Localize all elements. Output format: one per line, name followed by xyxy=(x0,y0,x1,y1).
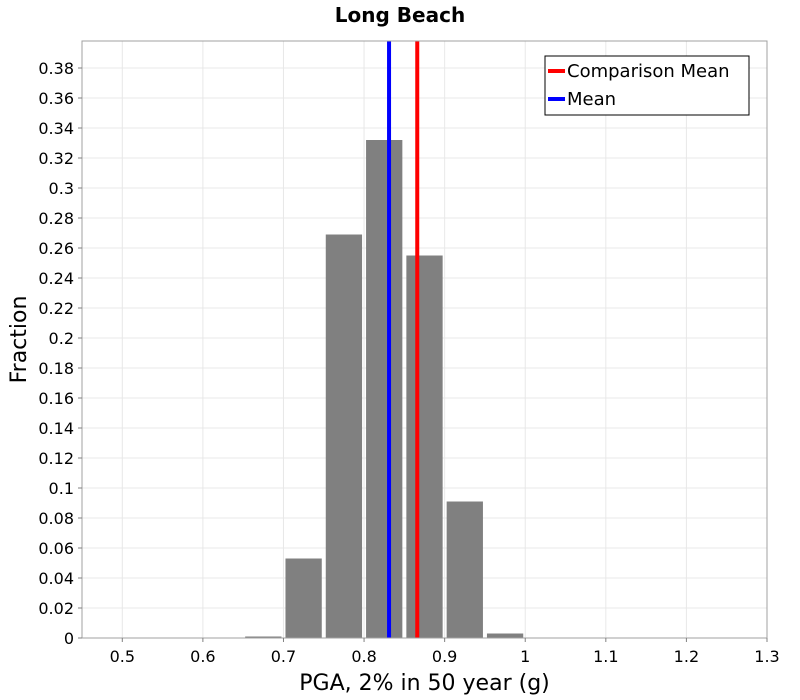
legend: Comparison Mean Mean xyxy=(544,55,750,116)
y-tick-label: 0.28 xyxy=(38,209,74,228)
plot-border xyxy=(81,40,768,639)
legend-entry-label: Comparison Mean xyxy=(567,61,730,82)
x-tick-label: 1.2 xyxy=(674,647,699,666)
x-tick-label: 0.8 xyxy=(351,647,376,666)
y-tick-label: 0.12 xyxy=(38,449,74,468)
y-tick-label: 0.2 xyxy=(49,329,74,348)
y-tick-label: 0.16 xyxy=(38,389,74,408)
x-axis-label: PGA, 2% in 50 year (g) xyxy=(299,671,550,696)
y-tick-label: 0 xyxy=(64,629,74,648)
y-tick-label: 0.22 xyxy=(38,299,74,318)
y-tick-label: 0.04 xyxy=(38,569,74,588)
histogram-bar xyxy=(486,633,524,638)
x-tick-label: 1 xyxy=(520,647,530,666)
y-tick-label: 0.34 xyxy=(38,119,74,138)
y-tick-label: 0.26 xyxy=(38,239,74,258)
y-axis-label: Fraction xyxy=(7,296,32,384)
y-tick-label: 0.08 xyxy=(38,509,74,528)
y-tick-label: 0.06 xyxy=(38,539,74,558)
x-tick-label: 1.3 xyxy=(754,647,779,666)
mean-lines xyxy=(387,41,420,638)
legend-box xyxy=(544,55,750,116)
x-tick-label: 0.7 xyxy=(271,647,296,666)
y-tick-label: 0.36 xyxy=(38,89,74,108)
histogram-bar xyxy=(245,636,282,638)
y-tick-label: 0.24 xyxy=(38,269,74,288)
histogram-bars xyxy=(245,140,524,638)
x-axis-ticks: 0.5 0.6 0.7 0.8 0.9 1 1.1 1.2 1.3 xyxy=(110,638,780,666)
y-tick-label: 0.38 xyxy=(38,59,74,78)
y-tick-label: 0.3 xyxy=(49,179,74,198)
histogram-bar xyxy=(285,558,322,638)
y-tick-label: 0.02 xyxy=(38,599,74,618)
x-tick-label: 0.5 xyxy=(110,647,135,666)
y-tick-label: 0.1 xyxy=(49,479,74,498)
y-tick-label: 0.32 xyxy=(38,149,74,168)
y-axis-ticks: 0 0.02 0.04 0.06 0.08 0.1 0.12 0.14 0.16 0.18 0.2 0… xyxy=(38,59,82,648)
x-tick-label: 0.9 xyxy=(432,647,457,666)
y-tick-label: 0.18 xyxy=(38,359,74,378)
histogram-bar xyxy=(325,234,363,638)
histogram-bar xyxy=(366,140,403,638)
histogram-bar xyxy=(406,255,443,638)
histogram-bar xyxy=(446,501,483,638)
chart-title: Long Beach xyxy=(335,3,465,27)
x-tick-label: 1.1 xyxy=(593,647,618,666)
legend-entry-label: Mean xyxy=(567,89,616,110)
y-tick-label: 0.14 xyxy=(38,419,74,438)
x-tick-label: 0.6 xyxy=(190,647,215,666)
